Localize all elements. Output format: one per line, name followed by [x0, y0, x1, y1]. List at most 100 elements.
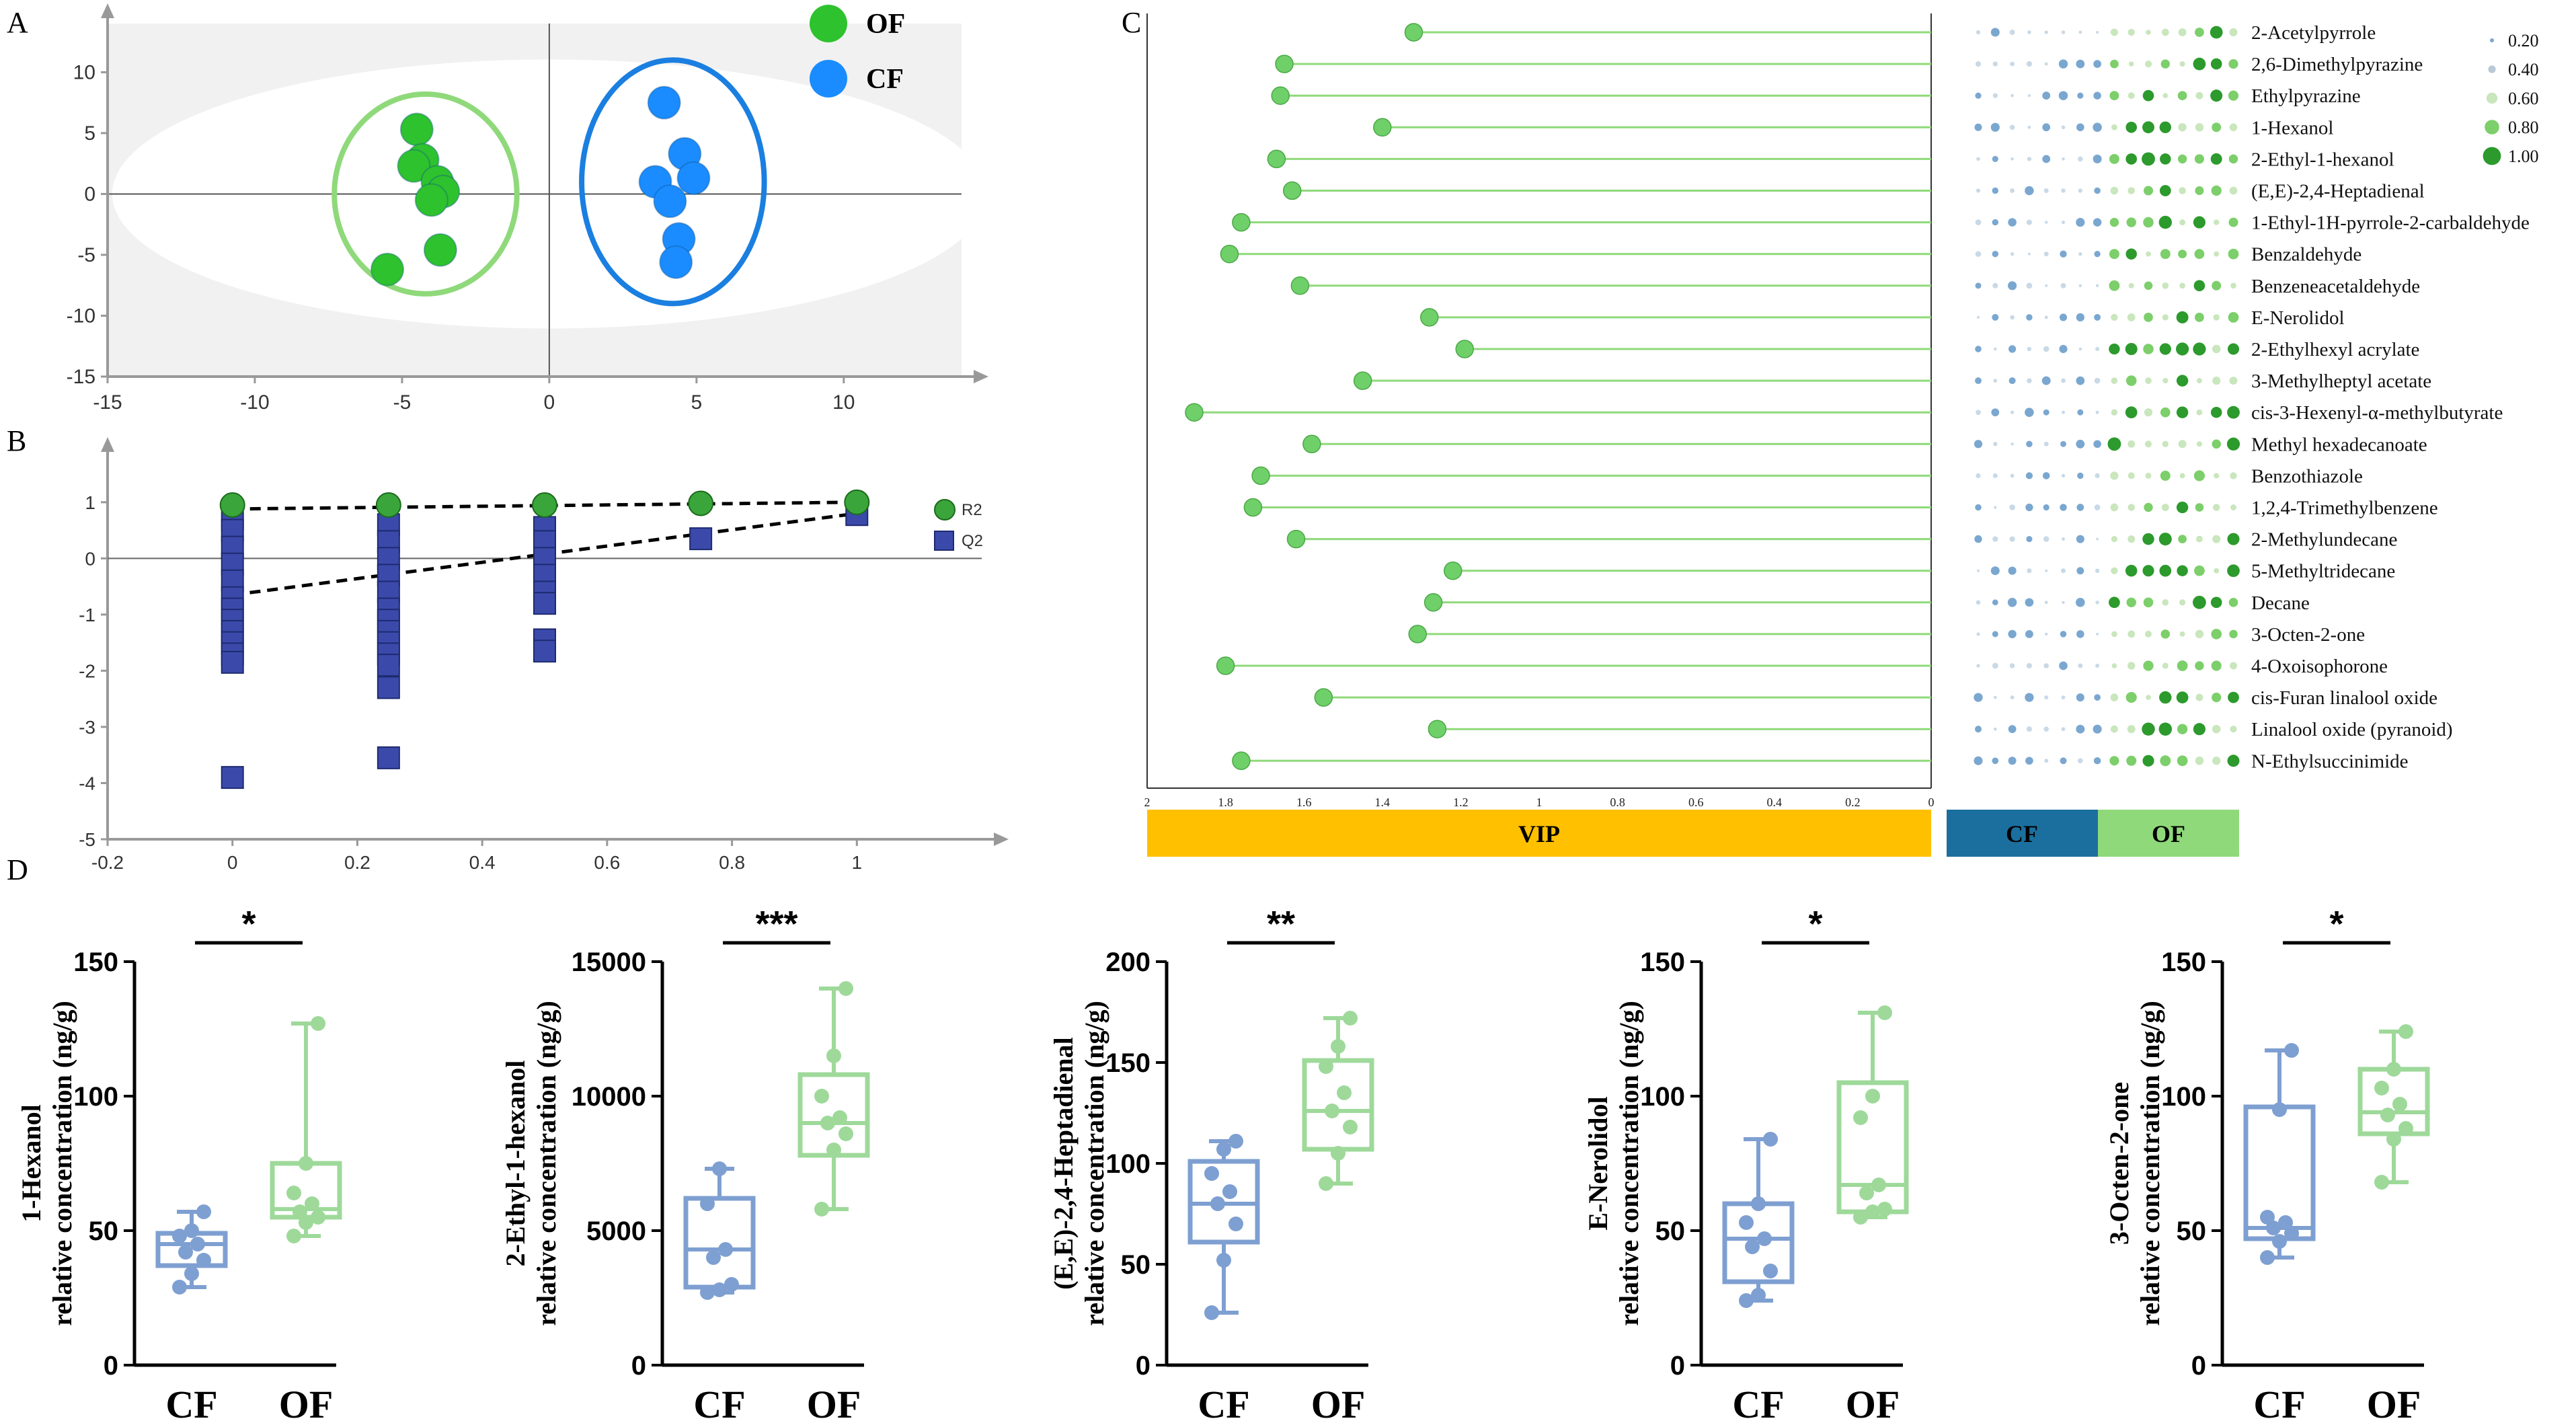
panel-c-heat-dot: [1992, 155, 1998, 162]
panel-c-heat-dot: [1992, 757, 1999, 765]
panel-d-y-tick-label: 15000: [572, 948, 646, 977]
panel-c-heat-dot: [1993, 695, 1997, 699]
panel-c-heat-dot: [2159, 691, 2172, 704]
panel-c-heat-dot: [2010, 473, 2015, 478]
panel-c-heat-dot: [2145, 630, 2152, 638]
panel-c-heat-dot: [2212, 757, 2221, 765]
panel-c-heat-dot: [2095, 473, 2100, 479]
panel-c-compound-label: 1,2,4-Trimethylbenzene: [2251, 498, 2438, 519]
panel-c-heat-dot: [2178, 249, 2187, 259]
panel-c-heat-dot: [2060, 440, 2066, 447]
panel-c-heat-dot: [2110, 725, 2118, 733]
panel-d-x-label-CF: CF: [2253, 1383, 2305, 1426]
panel-c-heat-dot: [2210, 58, 2222, 70]
panel-d-x-label-OF: OF: [2367, 1383, 2421, 1426]
panel-c-heat-dot: [2227, 343, 2240, 355]
panel-c-heat-dot: [2227, 533, 2240, 545]
panel-c-heat-dot: [2094, 187, 2101, 194]
panel-d-y-tick-label: 0: [1136, 1351, 1150, 1381]
panel-c-heat-dot: [2026, 282, 2033, 289]
panel-c-lollipop-head: [1443, 561, 1462, 580]
panel-c-heat-dot: [2111, 535, 2118, 543]
panel-c-heat-dot: [2162, 314, 2169, 321]
panel-c-size-legend-label: 0.20: [2508, 31, 2539, 50]
panel-c-heat-dot: [2143, 186, 2154, 196]
panel-c-heat-dot: [2094, 694, 2101, 701]
panel-d-y-label-compound: 2-Ethyl-1-hexanol: [500, 1060, 531, 1267]
panel-d-point-CF: [2278, 1215, 2293, 1230]
panel-d-point-CF: [184, 1223, 199, 1238]
panel-d-point-OF: [1859, 1186, 1874, 1200]
panel-d-point-OF: [292, 1204, 307, 1219]
panel-d-significance-label: *: [1808, 904, 1822, 944]
panel-label-a: A: [7, 6, 28, 39]
panel-b-point-R2: [375, 492, 401, 518]
panel-d-point-CF: [712, 1161, 727, 1176]
panel-c-heat-dot: [1990, 122, 2000, 132]
panel-c-compound-label: 2,6-Dimethylpyrazine: [2251, 54, 2423, 75]
panel-c-lollipop-head: [1302, 434, 1321, 454]
panel-c-heat-dot: [2009, 663, 2015, 668]
panel-d-point-CF: [1763, 1264, 1778, 1278]
panel-c-heat-dot: [2126, 217, 2136, 227]
panel-c-lollipop-head: [1271, 86, 1290, 105]
panel-c-heat-dot: [2109, 343, 2120, 355]
panel-d-point-CF: [1739, 1293, 1754, 1308]
panel-c-heat-dot: [1977, 315, 1980, 319]
panel-c-heat-dot: [2162, 282, 2169, 289]
panel-c-lollipop-head: [1232, 213, 1251, 232]
panel-c-heat-dot: [2142, 89, 2154, 102]
panel-a-legend-label-CF: CF: [866, 64, 904, 95]
panel-c-heat-dot: [2109, 153, 2119, 164]
panel-c-heat-dot: [2077, 409, 2084, 416]
panel-c-compound-label: 3-Octen-2-one: [2251, 624, 2365, 646]
panel-d-y-tick-label: 50: [1121, 1250, 1151, 1280]
panel-c-heat-dot: [2076, 598, 2085, 607]
panel-c-heat-dot: [2177, 755, 2188, 767]
panel-c-heat-dot: [2011, 442, 2014, 446]
panel-c-heat-dot: [2009, 536, 2015, 542]
panel-c-heat-dot: [2193, 216, 2206, 229]
panel-c-heat-dot: [1992, 219, 1999, 226]
panel-c-heat-dot: [2194, 565, 2205, 576]
panel-d-point-OF: [311, 1210, 325, 1225]
panel-c-x-tick-label: 0.4: [1767, 796, 1783, 809]
panel-d-point-CF: [1216, 1142, 1231, 1157]
panel-d-y-tick-label: 150: [1640, 948, 1685, 977]
panel-c-heat-dot: [2061, 221, 2066, 225]
panel-c-heat-dot: [2060, 757, 2067, 765]
panel-c-heat-dot: [2027, 157, 2032, 161]
panel-c-heat-dot: [2179, 61, 2185, 67]
panel-d-point-CF: [700, 1285, 715, 1300]
panel-c-heat-dot: [2096, 30, 2099, 34]
panel-c-heat-dot: [1993, 379, 1998, 383]
panel-c-heat-dot: [2110, 59, 2119, 69]
panel-b-point-R2: [532, 492, 557, 518]
panel-c-heat-dot: [2043, 726, 2049, 732]
panel-c-lollipop-head: [1267, 149, 1286, 169]
panel-c-heat-dot: [2161, 504, 2169, 511]
panel-d-x-label-CF: CF: [1198, 1383, 1249, 1426]
panel-d-point-OF: [2398, 1121, 2413, 1136]
panel-c-heat-dot: [2094, 251, 2101, 258]
panel-c-heat-dot: [2142, 121, 2154, 134]
panel-a-x-tick-label: 10: [832, 391, 855, 414]
panel-c-size-legend-dot: [2488, 65, 2496, 73]
panel-c-compound-label: Linalool oxide (pyranoid): [2251, 719, 2453, 740]
panel-b-point-Q2: [533, 592, 556, 615]
panel-c-heat-dot: [2128, 440, 2136, 448]
panel-c-heat-dot: [2011, 410, 2015, 414]
panel-c-heat-dot: [2027, 125, 2031, 129]
panel-c-heat-dot: [2142, 152, 2155, 166]
panel-c-size-legend-label: 0.60: [2508, 89, 2539, 108]
panel-c-group-label-OF: OF: [2152, 820, 2185, 847]
panel-c-heat-dot: [2109, 91, 2119, 101]
panel-c-compound-label: Benzeneacetaldehyde: [2251, 276, 2420, 297]
panel-c-heat-dot: [2042, 91, 2051, 100]
panel-c-heat-dot: [1992, 599, 1998, 606]
panel-c-heat-dot: [1976, 600, 1981, 605]
panel-c-heat-dot: [2146, 30, 2151, 35]
panel-c-heat-dot: [2061, 695, 2066, 700]
panel-d-point-OF: [299, 1215, 313, 1230]
panel-c-heat-dot: [2195, 757, 2204, 765]
